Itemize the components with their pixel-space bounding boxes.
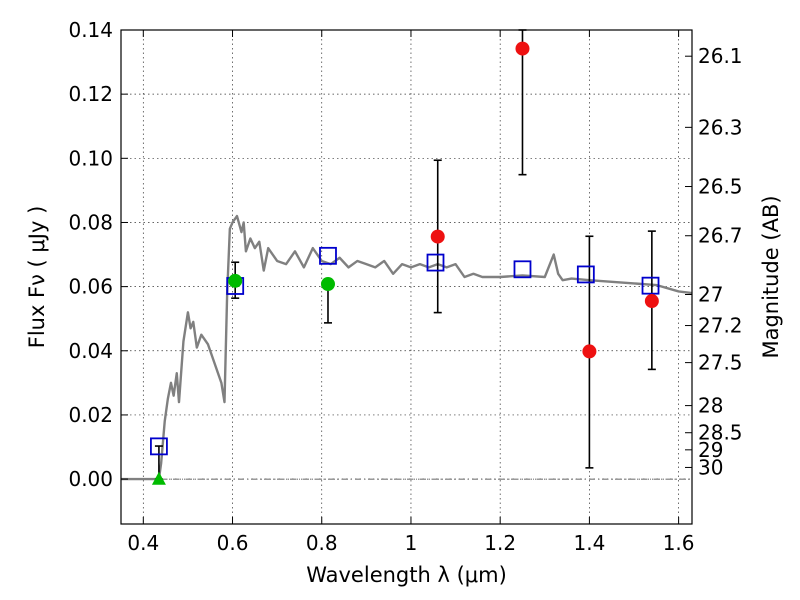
green-data-point (320, 277, 335, 292)
y2-tick-label: 26.3 (698, 115, 743, 139)
y2-tick-label: 26.1 (698, 44, 743, 68)
y2-tick-label: 26.5 (698, 175, 743, 199)
y-tick-label: 0.10 (68, 146, 113, 170)
model-band-square (641, 276, 660, 295)
y-tick-label: 0.14 (68, 18, 113, 42)
axis-ticks: 0.4 0.6 0.8 1 1.2 1.4 1.6 0.00 0.02 0.04 0.06 0.08 0… (68, 18, 742, 555)
model-spectrum (121, 214, 693, 481)
y2-tick-label: 27.5 (698, 351, 743, 375)
green-upper-limit-triangle (151, 471, 166, 485)
red-data-point (582, 344, 597, 359)
y2-tick-label: 26.7 (698, 224, 743, 248)
red-data-point (644, 294, 659, 309)
plot-frame (120, 29, 693, 525)
y2-tick-label: 27 (698, 282, 723, 306)
y-tick-label: 0.04 (68, 339, 113, 363)
green-data-point (228, 273, 243, 288)
y2-tick-label: 28 (698, 394, 723, 418)
red-data-point (430, 229, 445, 244)
x-tick-label: 1 (405, 531, 418, 555)
error-bars (154, 29, 656, 480)
right-axis-label: Magnitude (AB) (759, 195, 783, 358)
model-band-square (426, 253, 445, 272)
model-band-square (576, 265, 595, 284)
x-tick-label: 0.8 (306, 531, 338, 555)
data-markers (150, 41, 660, 485)
y-axis-label: Flux Fν ( μJy ) (25, 206, 49, 349)
y-tick-label: 0.00 (68, 467, 113, 491)
y-tick-label: 0.06 (68, 275, 113, 299)
y-tick-label: 0.02 (68, 403, 113, 427)
y2-tick-label: 28.5 (698, 421, 743, 445)
model-band-square (150, 437, 168, 456)
y2-tick-label: 30 (698, 455, 723, 479)
y2-tick-label: 27.2 (698, 314, 743, 338)
x-tick-label: 1.2 (484, 531, 516, 555)
x-tick-label: 1.6 (663, 531, 695, 555)
y-tick-label: 0.08 (68, 210, 113, 234)
x-tick-label: 0.6 (217, 531, 249, 555)
grid-lines (121, 29, 692, 524)
model-band-square (513, 260, 532, 279)
y2-tick-label: 29 (698, 438, 723, 462)
x-axis-label: Wavelength λ (μm) (306, 563, 507, 587)
red-data-point (515, 41, 530, 56)
x-tick-label: 0.4 (127, 531, 159, 555)
model-spectrum-line (121, 214, 693, 481)
x-tick-label: 1.4 (573, 531, 605, 555)
model-band-square (319, 246, 337, 265)
y-tick-label: 0.12 (68, 82, 113, 106)
